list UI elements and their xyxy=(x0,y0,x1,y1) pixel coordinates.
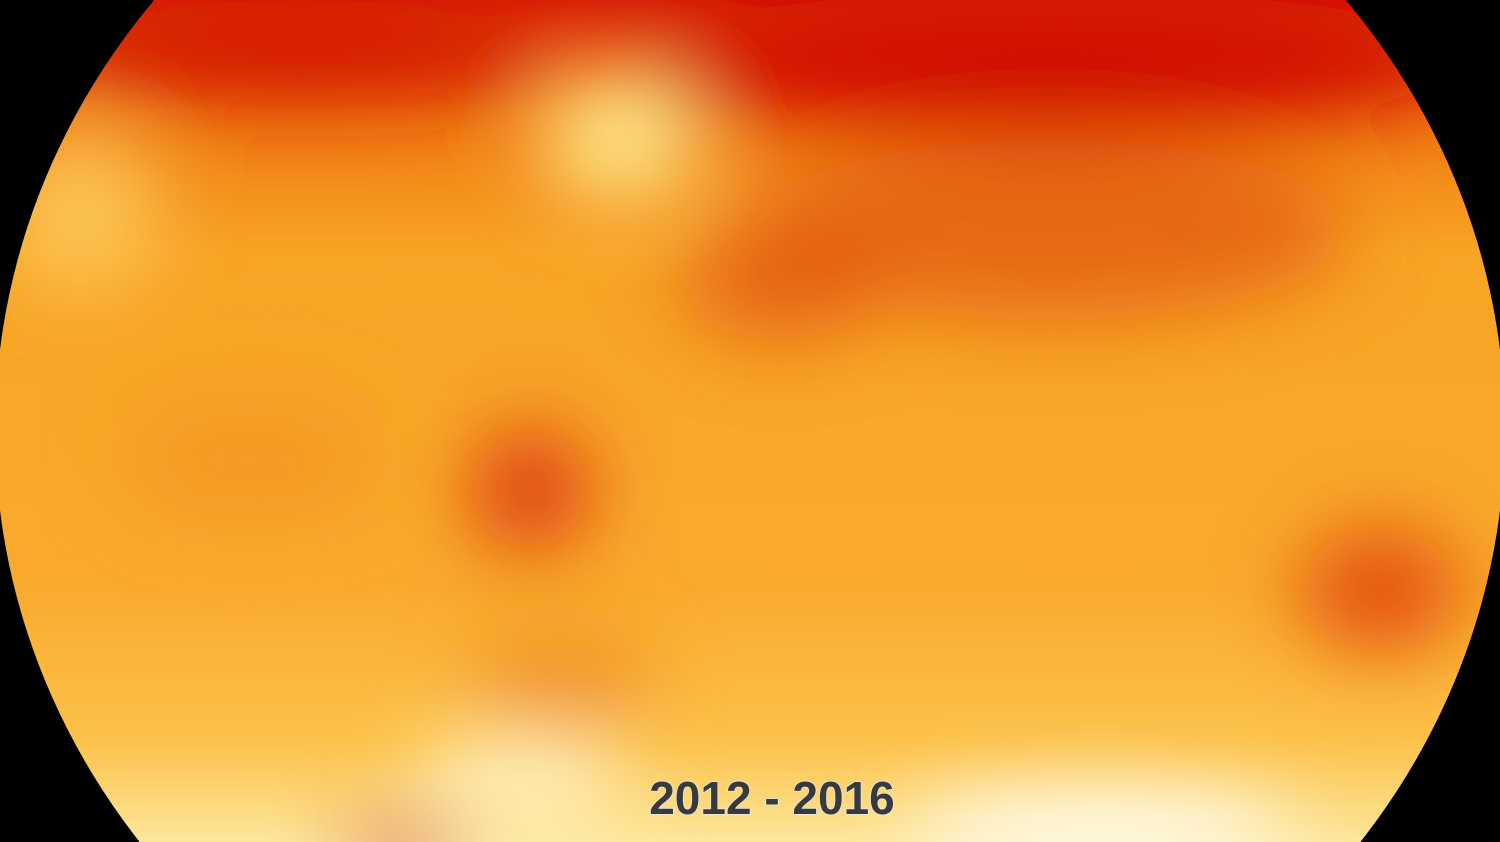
period-label: 2012 - 2016 xyxy=(649,772,895,824)
